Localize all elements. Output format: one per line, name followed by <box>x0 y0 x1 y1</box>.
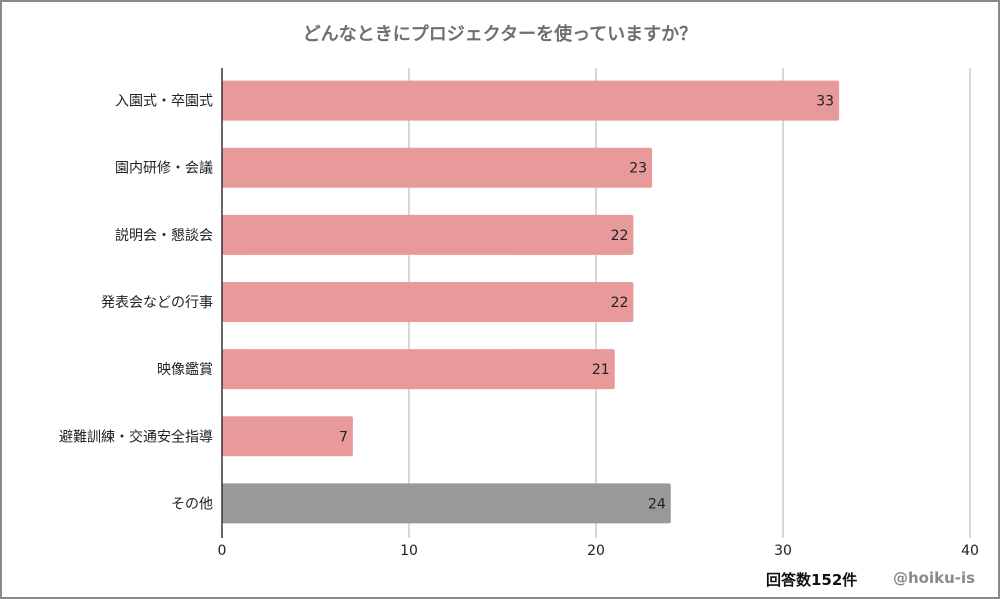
x-tick-label: 30 <box>774 543 792 559</box>
data-label: 33 <box>816 94 834 110</box>
x-tick-label: 0 <box>218 543 227 559</box>
data-label: 22 <box>611 228 629 244</box>
bar <box>222 147 653 188</box>
category-label: 説明会・懇談会 <box>115 227 213 244</box>
category-label: その他 <box>171 496 213 512</box>
bar <box>222 80 840 121</box>
bar <box>222 349 615 390</box>
x-tick-label: 10 <box>400 543 418 559</box>
bar <box>222 483 671 524</box>
data-label: 22 <box>611 295 629 311</box>
category-label: 入園式・卒園式 <box>115 94 213 110</box>
bar <box>222 282 634 322</box>
data-label: 23 <box>629 161 647 177</box>
x-tick-label: 20 <box>587 543 605 559</box>
data-label: 24 <box>648 496 666 512</box>
category-label: 園内研修・会議 <box>115 160 213 177</box>
data-label: 7 <box>339 429 348 445</box>
category-label: 発表会などの行事 <box>101 295 213 311</box>
chart-title: どんなときにプロジェクターを使っていますか？ <box>302 24 698 45</box>
category-label: 避難訓練・交通安全指導 <box>59 428 213 445</box>
data-label: 21 <box>592 362 610 378</box>
source-handle: @hoiku-is <box>893 569 976 587</box>
category-label: 映像鑑賞 <box>157 361 213 378</box>
bar <box>222 214 634 255</box>
x-tick-label: 40 <box>961 543 979 559</box>
response-count: 回答数152件 <box>766 571 858 589</box>
bar <box>222 416 353 457</box>
